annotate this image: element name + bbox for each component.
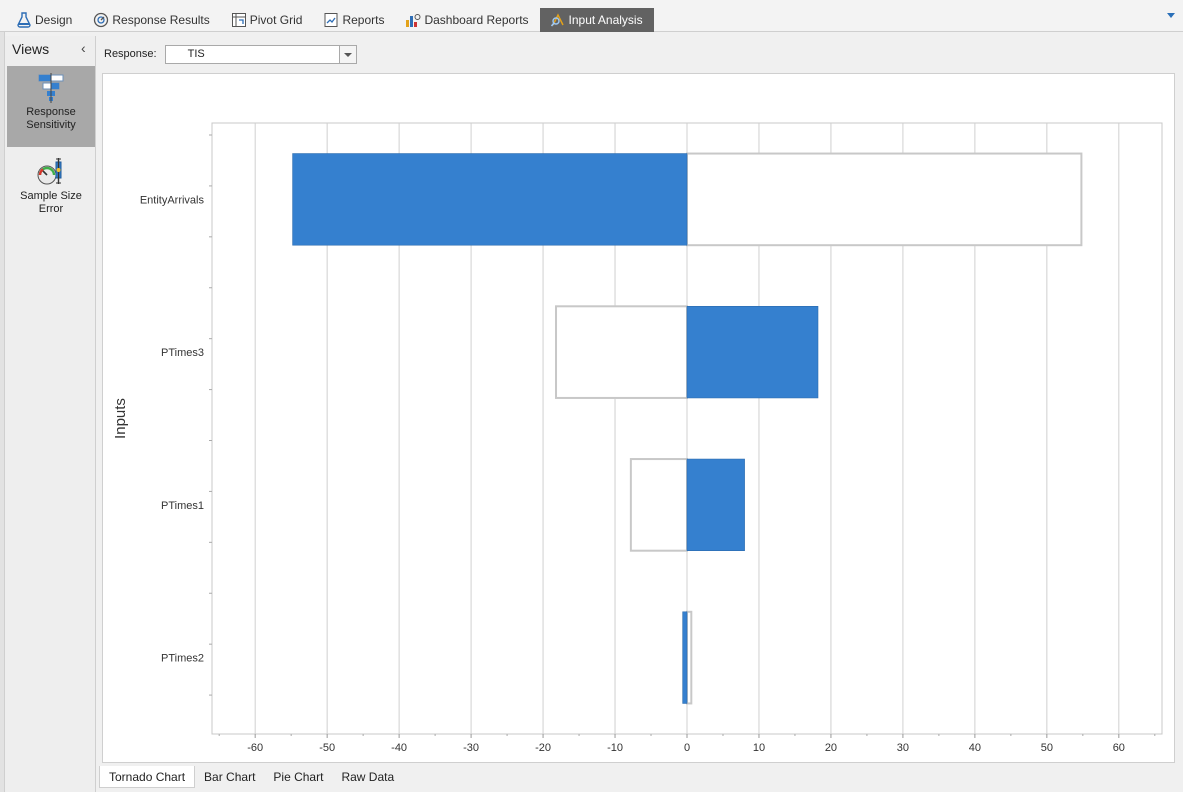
bar (292, 153, 688, 246)
x-tick-label: 20 (825, 742, 837, 754)
x-tick-label: -10 (607, 742, 623, 754)
view-sample-size-error[interactable]: Sample Size Error (7, 150, 95, 226)
pivot-grid-icon (231, 13, 246, 27)
tab-input-analysis[interactable]: Input Analysis (539, 8, 654, 32)
x-tick-label: 60 (1113, 742, 1125, 754)
bottom-tabs: Tornado Chart Bar Chart Pie Chart Raw Da… (99, 766, 403, 790)
tab-pivot-grid[interactable]: Pivot Grid (221, 8, 314, 32)
x-tick-label: -30 (463, 742, 479, 754)
tab-dashboard-reports[interactable]: Dashboard Reports (395, 8, 539, 32)
tab-reports[interactable]: Reports (313, 8, 395, 32)
x-tick-label: 40 (969, 742, 981, 754)
top-tab-bar: Design Response Results Pivot Grid Repor… (0, 0, 1183, 32)
response-value: TIS (187, 47, 205, 60)
tab-label: Reports (342, 13, 385, 27)
x-tick-label: -40 (391, 742, 407, 754)
chevron-down-icon[interactable] (1167, 13, 1175, 18)
tab-bar-chart[interactable]: Bar Chart (204, 770, 256, 784)
view-label-line1: Response (26, 106, 76, 118)
tab-label: Dashboard Reports (424, 13, 529, 27)
view-label-line1: Sample Size (20, 190, 82, 202)
flask-icon (17, 12, 31, 28)
x-tick-label: -50 (319, 742, 335, 754)
y-category-label: PTimes3 (161, 347, 204, 359)
main-content: Response: TIS -60 -50 -40 -30 -20 -10 0 10 20 30 4… (97, 36, 1180, 792)
tab-label: Pivot Grid (249, 13, 303, 27)
bar-outline (629, 458, 689, 552)
y-category-label: PTimes2 (161, 653, 204, 665)
x-tick-label: 50 (1041, 742, 1053, 754)
views-title: Views (12, 41, 50, 57)
chevron-left-icon[interactable]: ‹ (81, 40, 86, 56)
left-edge-splitter[interactable] (0, 32, 5, 792)
views-panel: Views ‹ Response Sensitivity Sample Size (5, 36, 96, 792)
gauge-icon (94, 12, 109, 28)
top-tabs: Design Response Results Pivot Grid Repor… (6, 8, 654, 32)
bar (686, 458, 745, 551)
y-axis-title: Inputs (112, 398, 129, 439)
bar (686, 306, 819, 399)
tornado-chart-svg: -60 -50 -40 -30 -20 -10 0 10 20 30 40 50 60 EntityArr… (112, 122, 1163, 754)
x-tick-label: 10 (753, 742, 765, 754)
input-analysis-icon (550, 13, 564, 27)
dashboard-icon (406, 14, 421, 27)
tornado-icon (38, 73, 64, 103)
y-category-label: EntityArrivals (140, 194, 205, 206)
tab-design[interactable]: Design (6, 8, 83, 32)
tab-pie-chart[interactable]: Pie Chart (273, 770, 324, 784)
chevron-down-icon[interactable] (338, 45, 356, 63)
bar (682, 611, 688, 704)
tab-label: Input Analysis (568, 13, 643, 27)
report-icon (324, 13, 338, 27)
tab-label: Response Results (112, 13, 210, 27)
bar-outline (686, 610, 693, 705)
y-category-label: PTimes1 (161, 500, 204, 512)
x-tick-label: -20 (535, 742, 551, 754)
x-tick-label: -60 (247, 742, 263, 754)
tab-response-results[interactable]: Response Results (83, 8, 220, 32)
response-dropdown[interactable]: TIS (164, 44, 357, 64)
view-response-sensitivity[interactable]: Response Sensitivity (7, 66, 95, 147)
tornado-chart: -60 -50 -40 -30 -20 -10 0 10 20 30 40 50 60 EntityArr… (102, 73, 1175, 763)
x-tick-label: 30 (897, 742, 909, 754)
tab-raw-data[interactable]: Raw Data (341, 770, 395, 784)
tab-label: Design (35, 13, 73, 27)
tab-tornado-chart[interactable]: Tornado Chart (99, 766, 196, 788)
x-tick-label: 0 (684, 742, 690, 754)
sample-size-icon (37, 158, 62, 185)
response-label: Response: (104, 48, 157, 60)
bar-outline (686, 152, 1083, 247)
view-label-line2: Sensitivity (26, 119, 76, 131)
view-label-line2: Error (38, 203, 64, 215)
response-selector-row: Response: TIS (104, 44, 357, 64)
bar-outline (555, 305, 688, 399)
